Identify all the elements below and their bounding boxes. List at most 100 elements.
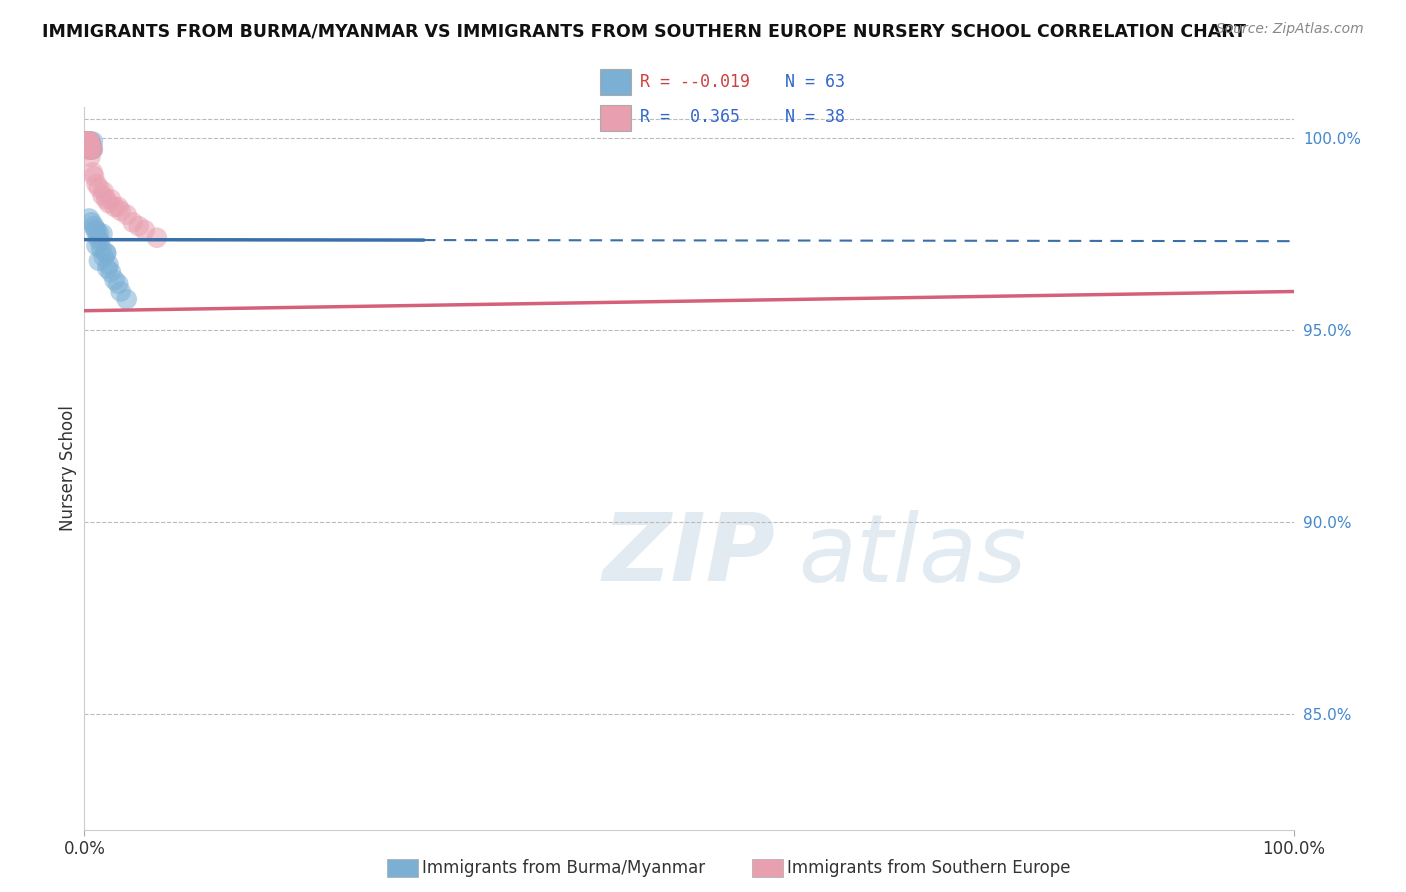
- Point: [86, 230, 108, 244]
- Point: [79, 135, 101, 149]
- Point: [82, 142, 104, 156]
- Point: [110, 203, 132, 218]
- FancyBboxPatch shape: [600, 105, 631, 130]
- Point: [82, 142, 104, 156]
- Point: [80, 142, 103, 156]
- Point: [79, 150, 101, 164]
- Point: [134, 223, 156, 237]
- Point: [77, 138, 100, 153]
- Point: [77, 135, 100, 149]
- Text: Immigrants from Southern Europe: Immigrants from Southern Europe: [787, 859, 1071, 877]
- Point: [107, 277, 129, 291]
- Point: [77, 135, 100, 149]
- Point: [77, 135, 100, 149]
- Point: [77, 138, 100, 153]
- Point: [80, 142, 103, 156]
- Point: [76, 135, 98, 149]
- Point: [94, 246, 117, 260]
- Point: [77, 135, 100, 149]
- Point: [94, 192, 117, 206]
- Point: [91, 227, 114, 241]
- Point: [80, 215, 103, 229]
- Point: [77, 138, 100, 153]
- Point: [121, 215, 143, 229]
- Point: [76, 135, 98, 149]
- Point: [128, 219, 150, 234]
- Point: [76, 135, 98, 149]
- Point: [104, 273, 127, 287]
- Text: Source: ZipAtlas.com: Source: ZipAtlas.com: [1216, 22, 1364, 37]
- Point: [77, 138, 100, 153]
- Point: [77, 135, 100, 149]
- Point: [77, 138, 100, 153]
- Point: [80, 138, 103, 153]
- Point: [76, 138, 98, 153]
- Point: [76, 135, 98, 149]
- Point: [77, 142, 100, 156]
- FancyBboxPatch shape: [600, 70, 631, 95]
- Text: ZIP: ZIP: [603, 509, 775, 601]
- Point: [77, 138, 100, 153]
- Point: [146, 230, 169, 244]
- Point: [89, 235, 111, 249]
- Point: [76, 138, 98, 153]
- Point: [77, 135, 100, 149]
- Point: [86, 177, 108, 191]
- Point: [83, 219, 105, 234]
- Point: [77, 135, 100, 149]
- Point: [77, 142, 100, 156]
- Point: [76, 138, 98, 153]
- Point: [77, 138, 100, 153]
- Point: [86, 238, 108, 252]
- Point: [77, 135, 100, 149]
- Text: Immigrants from Burma/Myanmar: Immigrants from Burma/Myanmar: [422, 859, 704, 877]
- Point: [77, 135, 100, 149]
- Point: [76, 135, 98, 149]
- Text: N = 38: N = 38: [786, 108, 845, 126]
- Point: [87, 227, 110, 241]
- Point: [84, 223, 107, 237]
- Point: [77, 135, 100, 149]
- Point: [115, 208, 138, 222]
- Point: [80, 142, 103, 156]
- Point: [87, 253, 110, 268]
- Point: [76, 135, 98, 149]
- Point: [100, 265, 122, 279]
- Text: R = --0.019: R = --0.019: [640, 73, 749, 91]
- Point: [77, 138, 100, 153]
- Point: [90, 242, 112, 256]
- Text: N = 63: N = 63: [786, 73, 845, 91]
- Point: [77, 135, 100, 149]
- Point: [77, 138, 100, 153]
- Y-axis label: Nursery School: Nursery School: [59, 405, 77, 532]
- Text: R =  0.365: R = 0.365: [640, 108, 740, 126]
- Point: [94, 246, 117, 260]
- Point: [76, 135, 98, 149]
- Point: [76, 135, 98, 149]
- Point: [83, 169, 105, 184]
- Point: [76, 135, 98, 149]
- Point: [77, 211, 100, 226]
- Point: [79, 135, 101, 149]
- Point: [76, 135, 98, 149]
- Point: [82, 135, 104, 149]
- Point: [107, 200, 129, 214]
- Point: [86, 223, 108, 237]
- Point: [87, 180, 110, 194]
- Point: [97, 258, 120, 272]
- Text: atlas: atlas: [797, 509, 1026, 600]
- Point: [115, 292, 138, 306]
- Point: [79, 138, 101, 153]
- Point: [79, 142, 101, 156]
- Point: [79, 142, 101, 156]
- Point: [76, 135, 98, 149]
- Point: [76, 135, 98, 149]
- Point: [77, 138, 100, 153]
- Point: [96, 261, 118, 276]
- Point: [104, 200, 127, 214]
- Point: [76, 135, 98, 149]
- Point: [77, 135, 100, 149]
- Point: [110, 285, 132, 299]
- Point: [77, 142, 100, 156]
- Point: [93, 250, 115, 264]
